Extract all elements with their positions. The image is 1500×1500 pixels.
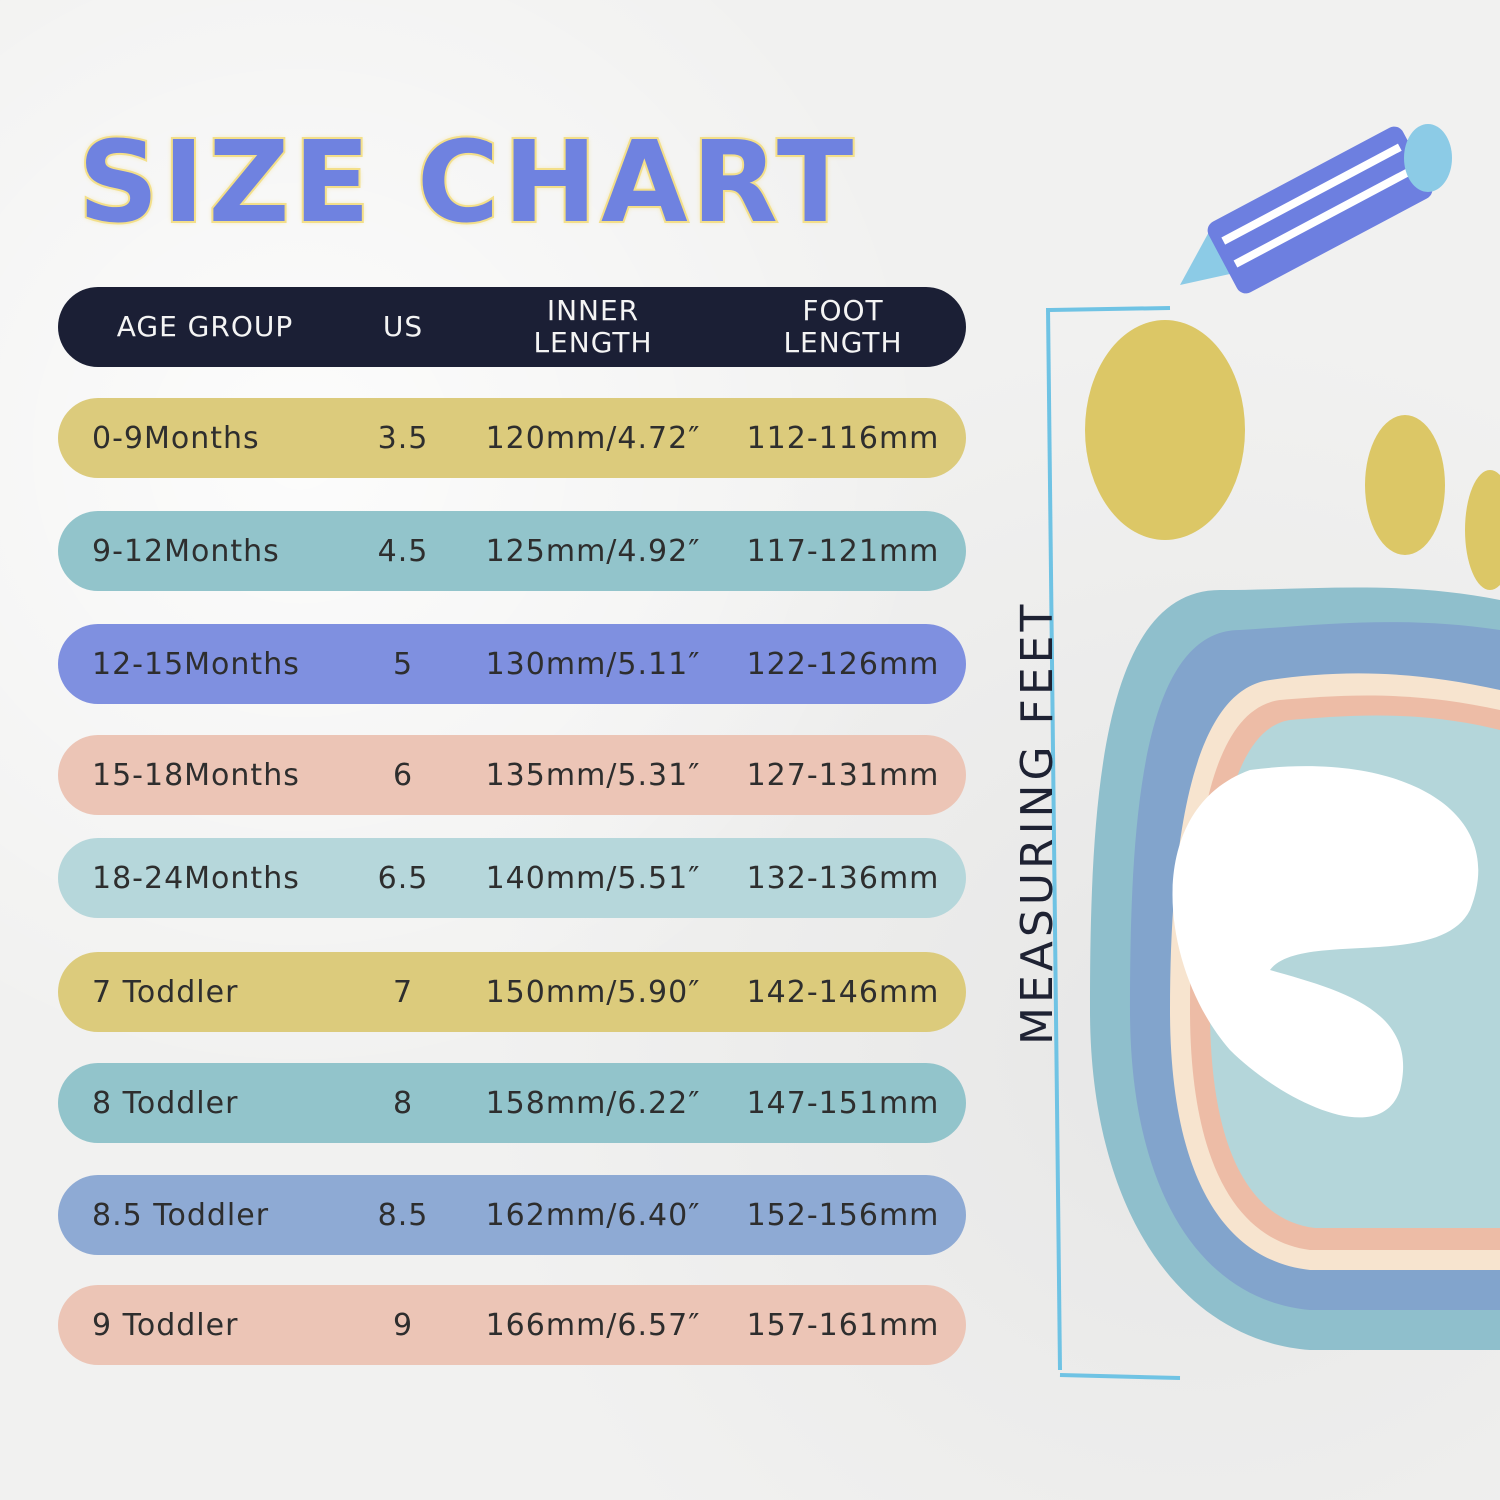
cell-inner-length: 162mm/6.40″ (485, 1197, 701, 1233)
pencil-icon (1180, 124, 1452, 294)
table-row: 18-24Months 6.5 140mm/5.51″ 132-136mm (58, 838, 966, 918)
cell-inner-length: 120mm/4.72″ (485, 420, 701, 456)
cell-age-group: 9-12Months (92, 533, 280, 569)
header-age-group: AGE GROUP (116, 310, 294, 343)
cell-us: 4.5 (377, 533, 429, 569)
cell-inner-length: 135mm/5.31″ (485, 757, 701, 793)
header-inner-length: INNER LENGTH (533, 294, 653, 359)
page-title: SIZE CHART (76, 116, 858, 250)
header-foot-length: FOOT LENGTH (783, 294, 903, 359)
cell-inner-length: 158mm/6.22″ (485, 1085, 701, 1121)
table-row: 7 Toddler 7 150mm/5.90″ 142-146mm (58, 952, 966, 1032)
footprint (1090, 587, 1500, 1350)
toes (1085, 320, 1500, 590)
table-row: 9 Toddler 9 166mm/6.57″ 157-161mm (58, 1285, 966, 1365)
cell-foot-length: 112-116mm (746, 420, 940, 456)
cell-foot-length: 122-126mm (746, 646, 940, 682)
cell-inner-length: 166mm/6.57″ (485, 1307, 701, 1343)
table-header: AGE GROUP US INNER LENGTH FOOT LENGTH (58, 287, 966, 367)
measuring-feet-label: MEASURING FEET (1012, 600, 1063, 1045)
cell-age-group: 18-24Months (92, 860, 300, 896)
cell-us: 6 (392, 757, 414, 793)
cell-age-group: 8 Toddler (92, 1085, 239, 1121)
table-row: 0-9Months 3.5 120mm/4.72″ 112-116mm (58, 398, 966, 478)
cell-inner-length: 125mm/4.92″ (485, 533, 701, 569)
cell-foot-length: 142-146mm (746, 974, 940, 1010)
ruler-line (1046, 306, 1181, 1380)
cell-age-group: 7 Toddler (92, 974, 239, 1010)
cell-foot-length: 147-151mm (746, 1085, 940, 1121)
cell-foot-length: 132-136mm (746, 860, 940, 896)
table-row: 9-12Months 4.5 125mm/4.92″ 117-121mm (58, 511, 966, 591)
cell-inner-length: 140mm/5.51″ (485, 860, 701, 896)
cell-age-group: 15-18Months (92, 757, 300, 793)
cell-us: 5 (392, 646, 414, 682)
table-row: 12-15Months 5 130mm/5.11″ 122-126mm (58, 624, 966, 704)
cell-us: 8.5 (377, 1197, 429, 1233)
foot-illustration (1046, 124, 1500, 1380)
cell-us: 9 (392, 1307, 414, 1343)
cell-us: 8 (392, 1085, 414, 1121)
cell-us: 3.5 (377, 420, 429, 456)
cell-us: 7 (392, 974, 414, 1010)
cell-foot-length: 127-131mm (746, 757, 940, 793)
cell-age-group: 9 Toddler (92, 1307, 239, 1343)
cell-foot-length: 157-161mm (746, 1307, 940, 1343)
cell-us: 6.5 (377, 860, 429, 896)
table-row: 8 Toddler 8 158mm/6.22″ 147-151mm (58, 1063, 966, 1143)
table-row: 15-18Months 6 135mm/5.31″ 127-131mm (58, 735, 966, 815)
header-us: US (382, 310, 424, 343)
table-row: 8.5 Toddler 8.5 162mm/6.40″ 152-156mm (58, 1175, 966, 1255)
cell-inner-length: 150mm/5.90″ (485, 974, 701, 1010)
cell-age-group: 8.5 Toddler (92, 1197, 270, 1233)
cell-foot-length: 117-121mm (746, 533, 940, 569)
cell-age-group: 12-15Months (92, 646, 300, 682)
cell-foot-length: 152-156mm (746, 1197, 940, 1233)
cell-age-group: 0-9Months (92, 420, 260, 456)
cell-inner-length: 130mm/5.11″ (485, 646, 701, 682)
